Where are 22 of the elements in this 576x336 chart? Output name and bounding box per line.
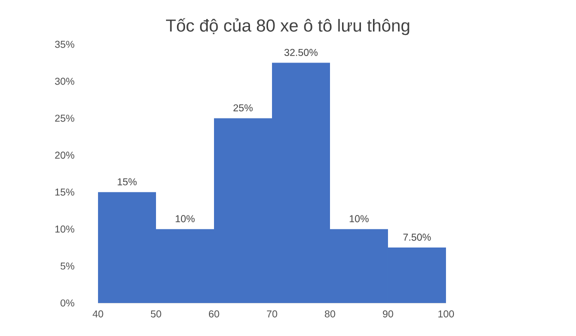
data-label: 7.50% (403, 234, 431, 241)
x-tick-label: 100 (438, 310, 454, 318)
y-tick-label: 20% (55, 152, 74, 159)
y-tick-label: 15% (55, 188, 74, 196)
x-tick-label: 70 (266, 310, 278, 318)
y-tick-label: 35% (54, 40, 74, 48)
x-tick-label: 60 (208, 310, 220, 318)
y-tick-label: 5% (60, 262, 74, 270)
data-label: 25% (233, 104, 253, 112)
y-tick-label: 0% (60, 299, 74, 307)
data-label: 10% (350, 215, 369, 222)
x-tick-label: 80 (324, 310, 336, 318)
data-label: 32.50% (284, 48, 318, 56)
x-tick-label: 40 (92, 310, 104, 318)
data-label: 10% (176, 215, 195, 222)
y-tick-label: 10% (55, 226, 74, 233)
y-tick-label: 30% (54, 78, 74, 85)
x-tick-label: 50 (150, 310, 162, 318)
x-tick-label: 90 (382, 310, 394, 318)
data-label: 15% (118, 178, 137, 186)
y-tick-label: 25% (55, 114, 74, 122)
chart-title: Tốc độ của 80 xe ô tô lưu thông (166, 18, 410, 36)
